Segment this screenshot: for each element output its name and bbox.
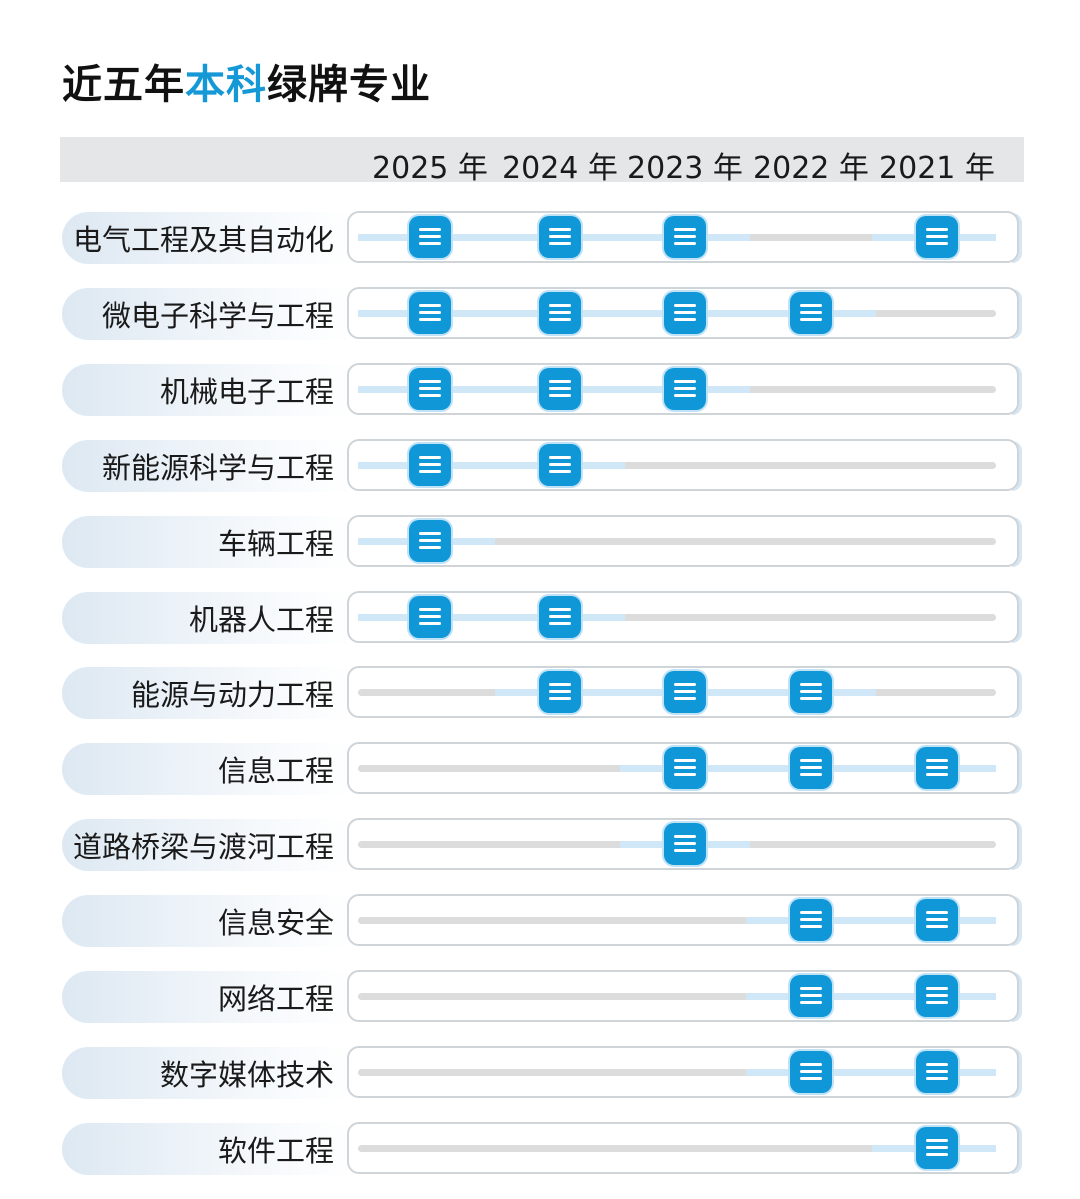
major-label-background	[62, 743, 352, 795]
major-name: 信息安全	[217, 906, 334, 940]
major-name: 机械电子工程	[159, 375, 334, 409]
major-row: 信息工程	[60, 740, 1024, 798]
major-label-background	[62, 288, 352, 340]
timeline-track	[358, 993, 996, 1000]
major-row: 信息安全	[60, 892, 1024, 950]
major-name: 道路桥梁与渡河工程	[72, 830, 334, 864]
year-label: 2025 年	[372, 151, 488, 186]
year-label: 2022 年	[753, 151, 869, 186]
list-badge-icon	[539, 444, 581, 486]
major-label-background	[62, 895, 352, 947]
major-name: 网络工程	[217, 982, 334, 1016]
major-row: 机械电子工程	[60, 361, 1024, 419]
list-badge-icon	[409, 216, 451, 258]
list-badge-icon	[790, 292, 832, 334]
major-label-background	[62, 667, 352, 719]
major-label-background	[62, 592, 352, 644]
list-badge-icon	[790, 671, 832, 713]
list-badge-icon	[664, 368, 706, 410]
timeline-track	[358, 1069, 996, 1076]
major-label-background	[62, 819, 352, 871]
major-label-background	[62, 1123, 352, 1175]
list-badge-icon	[539, 292, 581, 334]
major-name: 数字媒体技术	[159, 1058, 334, 1092]
title-prefix: 近五年	[62, 62, 185, 108]
timeline-track	[358, 538, 996, 545]
major-name: 微电子科学与工程	[101, 299, 334, 333]
year-header: 2025 年 2024 年 2023 年 2022 年 2021 年	[60, 137, 1024, 186]
major-name: 新能源科学与工程	[101, 451, 334, 485]
list-badge-icon	[916, 216, 958, 258]
list-badge-icon	[916, 899, 958, 941]
major-label-background	[62, 440, 352, 492]
list-badge-icon	[664, 747, 706, 789]
major-row: 数字媒体技术	[60, 1044, 1024, 1102]
major-name: 信息工程	[217, 754, 334, 788]
list-badge-icon	[664, 671, 706, 713]
list-badge-icon	[664, 216, 706, 258]
list-badge-icon	[790, 899, 832, 941]
title-suffix: 绿牌专业	[267, 62, 431, 108]
list-badge-icon	[409, 444, 451, 486]
list-badge-icon	[409, 292, 451, 334]
major-row: 能源与动力工程	[60, 664, 1024, 722]
major-row: 软件工程	[60, 1120, 1024, 1178]
list-badge-icon	[916, 1127, 958, 1169]
list-badge-icon	[790, 747, 832, 789]
year-label: 2021 年	[879, 151, 995, 186]
list-badge-icon	[539, 368, 581, 410]
major-label-background	[62, 212, 352, 264]
list-badge-icon	[790, 1051, 832, 1093]
timeline-track	[358, 614, 996, 621]
major-name: 机器人工程	[188, 603, 334, 637]
major-label-background	[62, 971, 352, 1023]
list-badge-icon	[409, 596, 451, 638]
major-name: 车辆工程	[217, 527, 334, 561]
major-row: 网络工程	[60, 968, 1024, 1026]
list-badge-icon	[539, 671, 581, 713]
major-label-background	[62, 516, 352, 568]
list-badge-icon	[664, 823, 706, 865]
list-badge-icon	[664, 292, 706, 334]
timeline-track	[358, 1145, 996, 1152]
major-row: 机器人工程	[60, 589, 1024, 647]
list-badge-icon	[539, 216, 581, 258]
timeline-track	[358, 462, 996, 469]
timeline-track	[358, 917, 996, 924]
list-badge-icon	[409, 368, 451, 410]
major-name: 电气工程及其自动化	[72, 223, 334, 257]
major-name: 能源与动力工程	[130, 678, 334, 712]
page-title: 近五年本科绿牌专业	[62, 52, 431, 110]
major-label-background	[62, 364, 352, 416]
major-row: 新能源科学与工程	[60, 437, 1024, 495]
major-label-background	[62, 1047, 352, 1099]
major-row: 电气工程及其自动化	[60, 209, 1024, 267]
list-badge-icon	[916, 747, 958, 789]
list-badge-icon	[916, 1051, 958, 1093]
list-badge-icon	[539, 596, 581, 638]
major-row: 微电子科学与工程	[60, 285, 1024, 343]
list-badge-icon	[409, 520, 451, 562]
title-highlight: 本科	[185, 62, 267, 108]
major-name: 软件工程	[217, 1134, 334, 1168]
list-badge-icon	[916, 975, 958, 1017]
major-row: 道路桥梁与渡河工程	[60, 816, 1024, 874]
year-label: 2023 年	[627, 151, 743, 186]
year-label: 2024 年	[502, 151, 618, 186]
major-row: 车辆工程	[60, 513, 1024, 571]
list-badge-icon	[790, 975, 832, 1017]
